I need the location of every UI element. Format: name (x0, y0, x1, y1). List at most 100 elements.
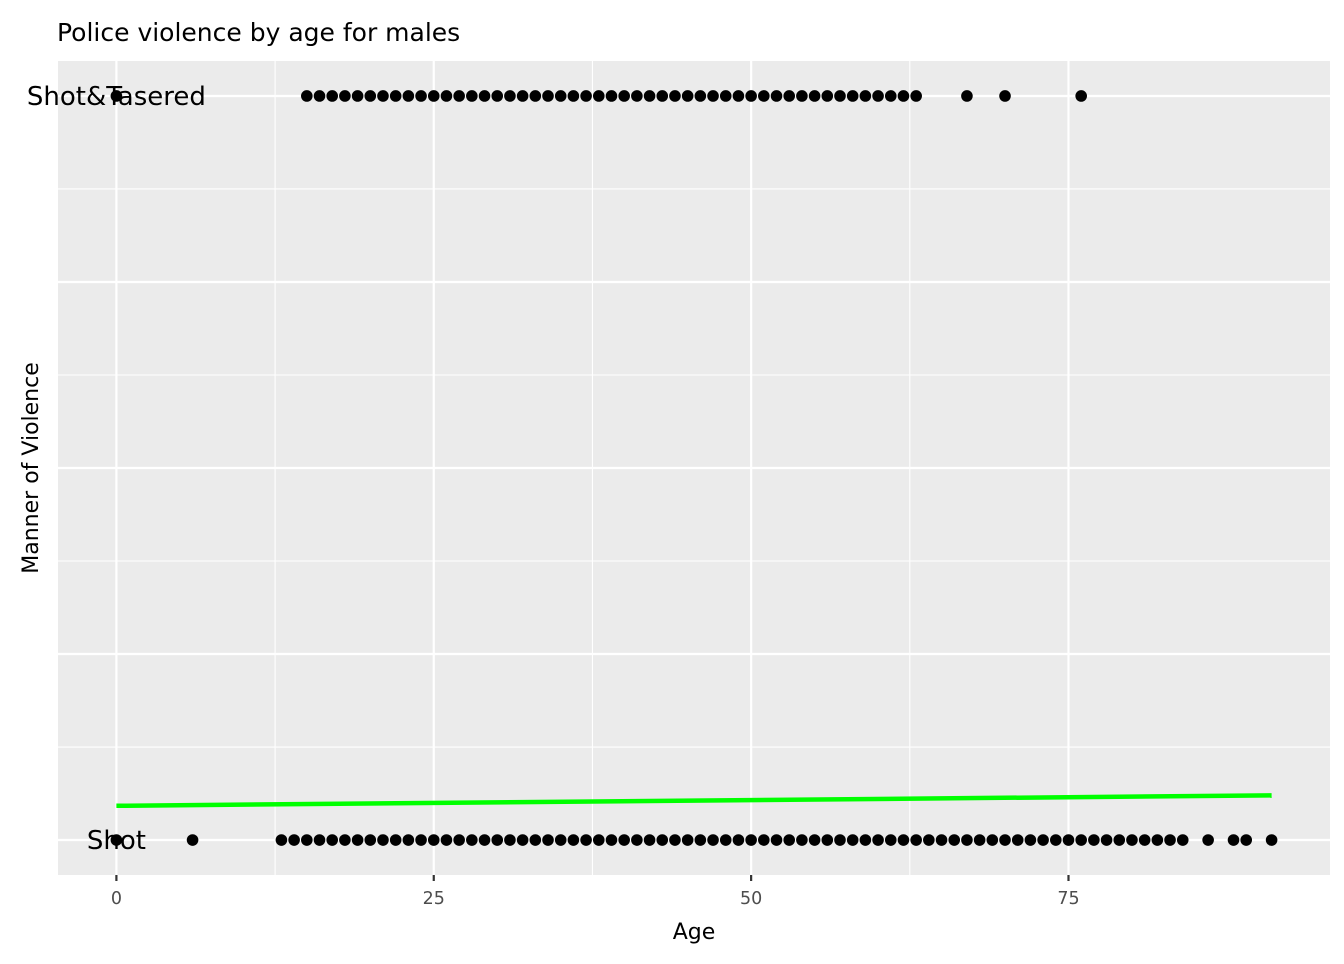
data-point (453, 834, 465, 846)
data-point (1151, 834, 1164, 846)
data-point (377, 90, 389, 102)
data-point (313, 90, 326, 102)
data-point (1011, 834, 1024, 846)
data-point (504, 90, 516, 102)
chart-title: Police violence by age for males (57, 18, 460, 47)
data-point (745, 90, 757, 102)
data-point (605, 90, 618, 102)
data-point (377, 834, 389, 846)
data-point (745, 834, 757, 846)
data-point (884, 90, 897, 102)
data-point (732, 90, 745, 102)
data-point (897, 90, 910, 102)
data-point (961, 90, 973, 102)
data-point (707, 90, 719, 102)
data-point (694, 90, 707, 102)
data-point (821, 90, 834, 102)
data-point (770, 90, 783, 102)
x-tick-layer: 0 25 50 75 (111, 875, 1080, 909)
data-point (796, 90, 808, 102)
data-point (1062, 834, 1075, 846)
data-point (466, 834, 478, 846)
data-point (504, 834, 516, 846)
data-point (643, 834, 656, 846)
data-point (669, 90, 681, 102)
data-point (1227, 834, 1240, 846)
data-point (478, 834, 491, 846)
data-point (796, 834, 808, 846)
data-point (567, 834, 580, 846)
data-point (440, 834, 453, 846)
data-point (859, 834, 872, 846)
data-point (783, 834, 796, 846)
data-point (707, 834, 719, 846)
data-point (364, 90, 377, 102)
grid-layer (58, 61, 1330, 875)
data-point (427, 90, 440, 102)
data-point (415, 834, 427, 846)
data-point (808, 90, 821, 102)
data-point (732, 834, 745, 846)
x-axis-label: Age (673, 920, 716, 945)
data-point (529, 90, 542, 102)
data-point (834, 90, 846, 102)
data-point (1164, 834, 1176, 846)
data-point (491, 834, 504, 846)
data-point (542, 834, 554, 846)
data-point (1024, 834, 1037, 846)
data-point (986, 834, 999, 846)
data-point (999, 834, 1011, 846)
data-point (554, 834, 567, 846)
data-point (529, 834, 542, 846)
data-point (884, 834, 897, 846)
data-point (669, 834, 681, 846)
data-point (973, 834, 986, 846)
data-point (681, 834, 694, 846)
data-point (402, 90, 415, 102)
data-point (402, 834, 415, 846)
data-point (618, 834, 630, 846)
x-tick-label: 50 (740, 889, 762, 909)
data-point (770, 834, 783, 846)
category-label: Shot (87, 826, 146, 856)
data-point (605, 834, 618, 846)
data-point (313, 834, 326, 846)
data-point (389, 90, 402, 102)
data-point (783, 90, 796, 102)
data-point (1075, 90, 1087, 102)
category-label-layer: Shot&Tasered Shot (27, 82, 206, 856)
data-point (592, 90, 605, 102)
data-point (427, 834, 440, 846)
data-point (542, 90, 554, 102)
data-point (580, 90, 592, 102)
data-point (656, 834, 669, 846)
data-point (872, 834, 884, 846)
data-point (846, 90, 859, 102)
data-point (631, 834, 643, 846)
data-point (592, 834, 605, 846)
data-point (478, 90, 491, 102)
category-label: Shot&Tasered (27, 82, 206, 112)
data-point (1138, 834, 1151, 846)
data-point (186, 834, 199, 846)
data-point (453, 90, 465, 102)
data-point (339, 90, 351, 102)
data-point (110, 834, 123, 846)
data-point (758, 834, 770, 846)
data-point (364, 834, 377, 846)
data-point (1049, 834, 1062, 846)
data-point (1202, 834, 1214, 846)
data-point (466, 90, 478, 102)
fit-line (116, 793, 1272, 809)
data-point (351, 90, 364, 102)
data-point (580, 834, 592, 846)
x-tick-label: 75 (1057, 889, 1079, 909)
data-point (643, 90, 656, 102)
data-point (554, 90, 567, 102)
data-point (961, 834, 973, 846)
data-point (910, 834, 922, 846)
data-point (567, 90, 580, 102)
data-point (326, 834, 339, 846)
